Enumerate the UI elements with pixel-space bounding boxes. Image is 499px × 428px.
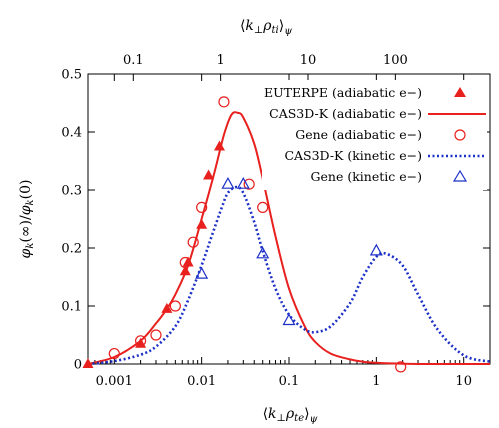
x-axis-title: ⟨k⊥ρte⟩ψ [263, 406, 318, 425]
x-tick-label: 0.01 [187, 374, 216, 389]
data-point-euterpe-adiabatic [213, 140, 225, 151]
y-tick-label: 0.5 [61, 68, 82, 83]
data-point-gene-adiabatic [395, 361, 407, 373]
top-axis-title: ⟨k⊥ρti⟩ψ [240, 18, 292, 37]
data-point-euterpe-adiabatic [179, 265, 191, 276]
x-top-tick-label: 0.1 [123, 53, 144, 68]
data-point-euterpe-adiabatic [161, 302, 173, 313]
data-point-gene-adiabatic [134, 335, 147, 347]
legend-label-cas3dk-kinetic: CAS3D-K (kinetic e−) [284, 148, 422, 163]
legend-open-triangle-icon [452, 169, 468, 182]
data-point-gene-kinetic [236, 176, 250, 189]
legend-label-gene-adiabatic: Gene (adiabatic e−) [295, 127, 422, 142]
legend-label-euterpe-adiabatic: EUTERPE (adiabatic e−) [264, 85, 422, 100]
data-point-euterpe-adiabatic [203, 169, 215, 180]
y-tick-label: 0 [74, 358, 82, 373]
data-point-gene-kinetic [369, 243, 383, 256]
x-tick-label: 0.001 [96, 374, 133, 389]
x-tick-label: 10 [455, 374, 472, 389]
data-point-gene-adiabatic [150, 329, 162, 341]
data-point-euterpe-adiabatic [196, 218, 208, 229]
data-point-gene-kinetic [282, 313, 296, 326]
data-point-gene-adiabatic [196, 201, 208, 213]
data-point-euterpe-adiabatic [182, 256, 194, 267]
data-point-euterpe-adiabatic [82, 358, 94, 368]
data-point-gene-adiabatic [108, 347, 120, 360]
legend-background [262, 80, 487, 190]
x-top-tick-label: 10 [300, 53, 317, 68]
data-point-gene-kinetic [256, 246, 270, 259]
legend-label-gene-kinetic: Gene (kinetic e−) [311, 169, 422, 184]
x-top-tick-label: 100 [383, 53, 408, 68]
y-tick-label: 0.3 [61, 184, 82, 199]
x-tick-label: 1 [372, 374, 380, 389]
y-tick-label: 0.4 [61, 126, 82, 141]
data-point-gene-adiabatic [243, 178, 255, 190]
legend-filled-triangle-icon [454, 87, 466, 97]
y-tick-label: 0.1 [61, 300, 82, 315]
data-point-gene-adiabatic [218, 96, 230, 108]
data-point-gene-adiabatic [257, 201, 269, 213]
legend-open-circle-icon [454, 129, 466, 141]
data-point-gene-kinetic [221, 176, 235, 189]
data-point-gene-kinetic [195, 266, 209, 279]
tick-labels: 0.001 0.01 0.1 1 10 0.1 1 10 100 0 0.1 0.2 0.3 0.4 0.5 [61, 53, 472, 389]
data-point-gene-adiabatic [187, 236, 199, 248]
x-tick-label: 0.1 [279, 374, 300, 389]
series-markers [82, 96, 407, 373]
legend-label-cas3dk-adiabatic: CAS3D-K (adiabatic e−) [269, 106, 422, 121]
data-point-gene-adiabatic [179, 256, 191, 269]
legend: EUTERPE (adiabatic e−) CAS3D-K (adiabati… [262, 80, 487, 190]
x-top-tick-label: 1 [217, 53, 225, 68]
series-line-cas3dk-kinetic [87, 185, 491, 366]
y-axis-title: φk(∞)/φk(0) [18, 180, 36, 259]
data-point-gene-adiabatic [169, 300, 181, 312]
y-tick-label: 0.2 [61, 242, 82, 257]
